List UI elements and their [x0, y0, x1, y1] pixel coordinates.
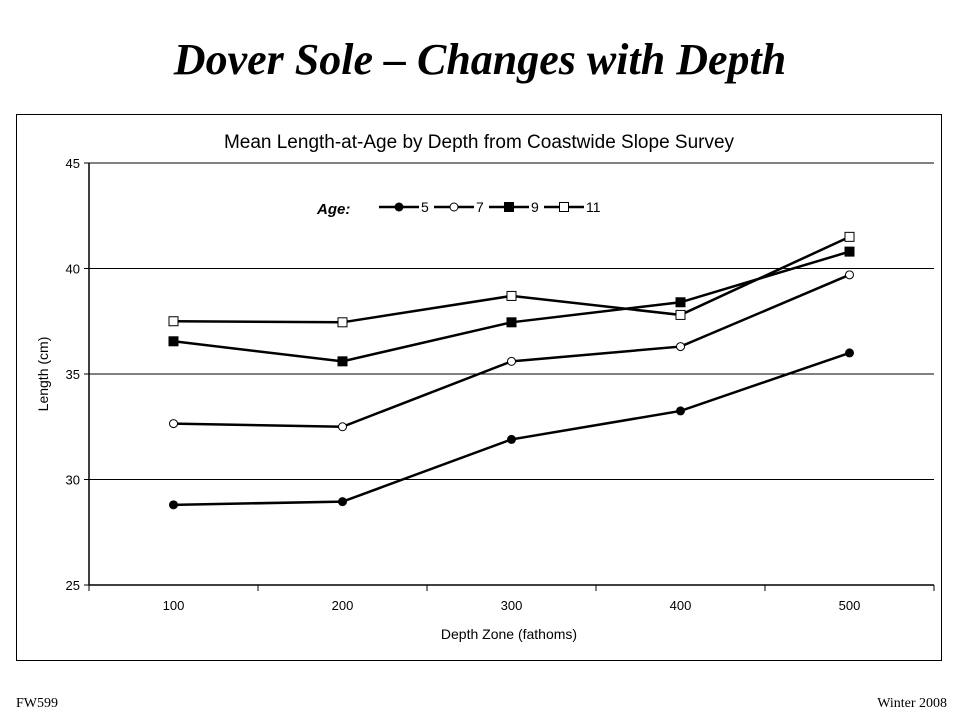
series-age-11 — [168, 231, 855, 328]
axes: 25 30 35 40 45 100 200 300 400 500 — [66, 156, 935, 613]
y-tick-label: 25 — [66, 578, 80, 593]
series-line-age-5 — [173, 351, 850, 507]
data-point-age-7 — [676, 342, 685, 352]
legend-marker — [559, 202, 569, 212]
series-line-age-11 — [173, 235, 851, 324]
data-point-age-5 — [338, 497, 347, 507]
legend-title: Age: — [316, 201, 350, 218]
series-age-9 — [168, 246, 855, 367]
legend-entry-age-9: 9 — [489, 199, 539, 215]
legend-marker — [394, 202, 404, 212]
legend-entry-age-11: 11 — [544, 199, 601, 215]
legend: Age: 5 7 9 11 — [316, 199, 601, 218]
data-point-age-7 — [338, 422, 347, 432]
x-axis-label: Depth Zone (fathoms) — [441, 626, 577, 642]
y-tick-label: 45 — [66, 156, 80, 171]
data-point-age-11 — [844, 231, 855, 242]
gridlines — [89, 162, 934, 480]
legend-entry-age-7: 7 — [434, 199, 484, 215]
chart-frame: Mean Length-at-Age by Depth from Coastwi… — [16, 114, 942, 661]
y-tick-label: 35 — [66, 367, 80, 382]
legend-entry-age-5: 5 — [379, 199, 429, 215]
data-point-age-7 — [845, 270, 854, 280]
x-tick-label-400: 400 — [670, 598, 692, 613]
data-point-age-7 — [169, 419, 178, 429]
y-tick-label: 40 — [66, 262, 80, 277]
data-point-age-5 — [507, 434, 516, 444]
data-point-age-9 — [675, 297, 686, 308]
data-point-age-11 — [168, 316, 179, 327]
legend-label: 5 — [421, 199, 429, 215]
data-point-age-9 — [844, 246, 855, 257]
y-axis-label: Length (cm) — [35, 337, 51, 412]
series — [168, 231, 855, 510]
x-tick-label-200: 200 — [332, 598, 354, 613]
x-tick-label-500: 500 — [839, 598, 861, 613]
legend-label: 11 — [586, 199, 601, 215]
data-point-age-9 — [168, 336, 179, 347]
line-chart: Mean Length-at-Age by Depth from Coastwi… — [35, 132, 935, 642]
data-point-age-5 — [845, 348, 854, 358]
legend-label: 9 — [531, 199, 539, 215]
slide-title: Dover Sole – Changes with Depth — [173, 35, 787, 84]
data-point-age-5 — [169, 500, 178, 510]
legend-label: 7 — [476, 199, 484, 215]
data-point-age-5 — [676, 406, 685, 416]
footer-term: Winter 2008 — [877, 696, 947, 711]
y-tick-label: 30 — [66, 473, 80, 488]
legend-marker — [449, 202, 459, 212]
data-point-age-9 — [506, 317, 517, 328]
chart-title: Mean Length-at-Age by Depth from Coastwi… — [224, 132, 735, 153]
series-age-7 — [169, 270, 854, 432]
legend-marker — [504, 202, 514, 212]
x-tick-label-300: 300 — [501, 598, 523, 613]
data-point-age-7 — [507, 356, 516, 366]
x-tick-label-100: 100 — [163, 598, 185, 613]
footer-course-code: FW599 — [16, 696, 58, 711]
data-point-age-9 — [337, 356, 348, 367]
series-age-5 — [169, 348, 854, 510]
data-point-age-11 — [337, 317, 348, 328]
data-point-age-11 — [675, 309, 686, 320]
data-point-age-11 — [506, 290, 517, 301]
